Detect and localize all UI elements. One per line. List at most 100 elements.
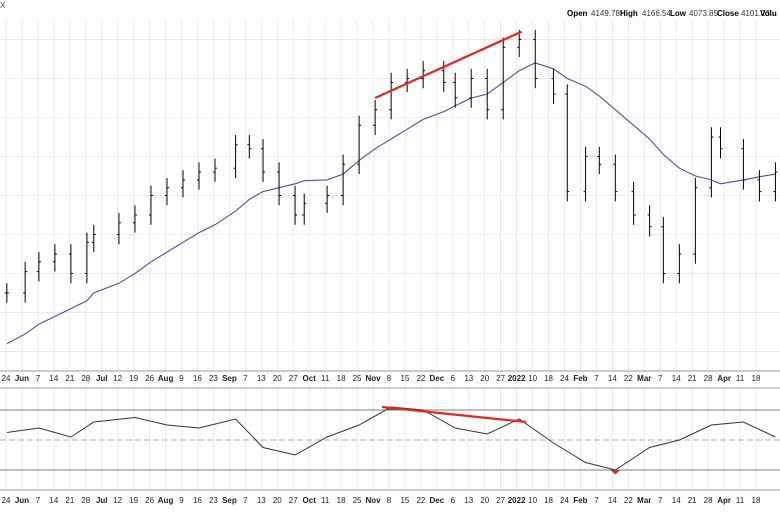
x-axis-tick-label: 7 [243,496,248,505]
x-axis-tick-label: 26 [145,496,154,505]
x-axis-tick-label: 7 [243,374,248,383]
x-axis-tick-label: 18 [752,374,761,383]
low-value: 4073.85 [689,9,718,18]
x-axis-tick-label: 13 [257,374,266,383]
x-axis-tick-label: Aug [158,496,174,505]
x-axis-tick-label: 6 [451,496,456,505]
x-axis-tick-label: 7 [36,374,41,383]
x-axis-tick-label: 11 [736,374,745,383]
x-axis-tick-label: Jul [96,496,108,505]
x-axis-tick-label: 16 [193,496,202,505]
x-axis-tick-label: Sep [222,374,237,383]
x-axis-tick-label: 20 [480,496,489,505]
x-axis-tick-label: 27 [289,374,298,383]
x-axis-tick-label: 22 [416,374,425,383]
x-axis-tick-label: 14 [608,374,617,383]
x-axis-tick-label: 10 [528,496,537,505]
x-axis-tick-label: 18 [337,374,346,383]
x-axis-tick-label: 8 [387,374,392,383]
open-value: 4149.78 [591,9,620,18]
x-axis-tick-label: 2022 [508,374,526,383]
x-axis-tick-label: 13 [257,496,266,505]
price-bars-layer [4,29,778,303]
x-axis-tick-label: 16 [193,374,202,383]
x-axis-tick-label: 24 [2,374,11,383]
moving-average-line [6,62,776,345]
x-axis-tick-label: 26 [145,374,154,383]
x-axis-tick-label: 24 [560,374,569,383]
x-axis-tick-label: 12 [113,374,122,383]
x-axis-tick-label: Apr [717,496,731,505]
x-axis-tick-label: 25 [353,374,362,383]
x-axis-tick-label: 10 [528,374,537,383]
x-axis-tick-label: 11 [321,496,330,505]
price-panel-grid [0,20,780,371]
x-axis-tick-label: 22 [416,496,425,505]
x-axis-tick-label: 2022 [508,496,526,505]
corner-symbol-text: X [0,1,6,10]
x-axis-tick-label: Oct [303,496,317,505]
close-label: Close [717,9,739,18]
x-axis-tick-label: 8 [387,496,392,505]
x-axis-tick-label: 7 [658,496,663,505]
x-axis-tick-label: 14 [49,374,58,383]
x-axis-tick-label: 28 [704,496,713,505]
high-label: High [620,9,638,18]
x-axis-tick-label: 9 [179,374,184,383]
x-axis-tick-label: 14 [672,374,681,383]
x-axis-tick-label: 15 [400,496,409,505]
x-axis-tick-label: 6 [451,374,456,383]
moving-average-layer [6,62,776,345]
open-label: Open [567,9,588,18]
oversold-fill [610,470,621,475]
x-axis-tick-label: 7 [36,496,41,505]
x-axis-tick-label: 12 [113,496,122,505]
x-axis-tick-label: 24 [560,496,569,505]
high-value: 4166.54 [642,9,671,18]
x-axis-tick-label: Apr [717,374,731,383]
x-axis-tick-label: 18 [544,374,553,383]
x-axis-tick-label: 14 [672,496,681,505]
x-axis-tick-label: 18 [752,496,761,505]
x-axis-tick-label: 28 [81,374,90,383]
indicator-trendline [381,405,527,424]
price-trendline-layer [374,30,522,100]
x-axis-tick-label: 14 [49,496,58,505]
x-axis-tick-label: 11 [321,374,330,383]
price-trendline [374,30,522,100]
x-axis-tick-label: 21 [688,496,697,505]
x-axis-tick-label: Jun [15,496,29,505]
x-axis-tick-label: 22 [624,496,633,505]
x-axis-tick-label: 20 [273,496,282,505]
x-axis-tick-label: 15 [400,374,409,383]
x-axis-tick-label: 24 [2,496,11,505]
x-axis-tick-label: Mar [637,496,651,505]
chart-header: X Open 4149.78 High 4166.54 Low 4073.85 … [0,1,777,18]
x-axis-bottom: 24 Jun 7 14 21 28 Jul 12 19 26 Aug 9 16 23 Sep 7 13 20 27 O… [2,496,761,505]
x-axis-tick-label: 19 [129,374,138,383]
x-axis-tick-label: 9 [179,496,184,505]
x-axis-tick-label: 21 [688,374,697,383]
x-axis-tick-label: Mar [637,374,651,383]
close-value: 4101.23 [741,9,770,18]
x-axis-tick-label: Nov [365,496,381,505]
x-axis-tick-label: 13 [464,496,473,505]
x-axis-tick-label: Jun [15,374,29,383]
x-axis-tick-label: 19 [129,496,138,505]
volume-label: Volu [760,9,777,18]
x-axis-tick-label: Dec [430,496,445,505]
x-axis-tick-label: 21 [65,374,74,383]
x-axis-tick-label: 23 [209,496,218,505]
x-axis-tick-label: 13 [464,374,473,383]
x-axis-tick-label: 21 [65,496,74,505]
x-axis-tick-label: Feb [573,496,587,505]
x-axis-tick-label: Dec [430,374,445,383]
x-axis-top: 24 Jun 7 14 21 28 Jul 12 19 26 Aug 9 16 23 Sep 7 13 20 27 O… [2,374,761,383]
x-axis-tick-label: 28 [704,374,713,383]
x-axis-tick-label: 20 [480,374,489,383]
x-axis-tick-label: 20 [273,374,282,383]
x-axis-tick-label: Jul [96,374,108,383]
x-axis-tick-label: 7 [594,374,599,383]
